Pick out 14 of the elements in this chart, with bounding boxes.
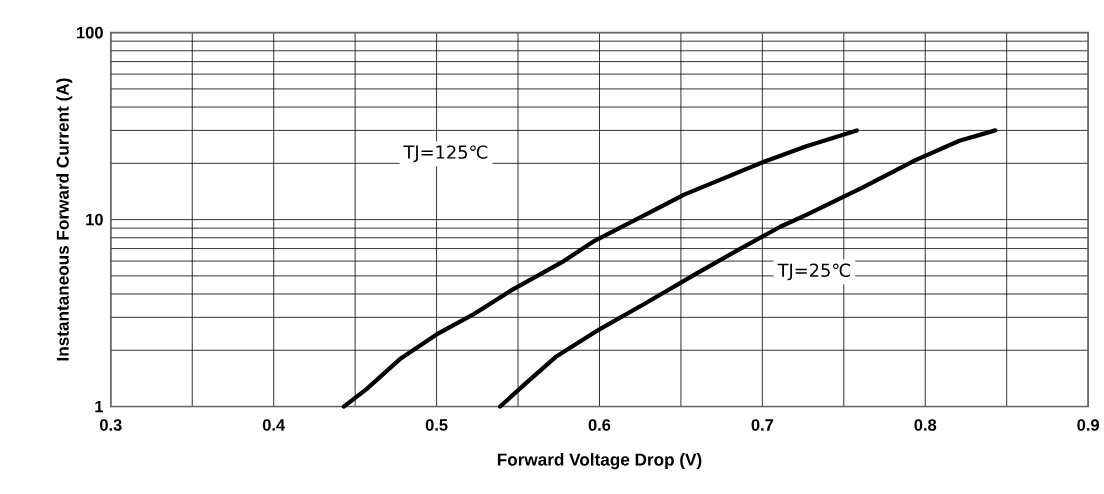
x-tick-label: 0.6 (588, 419, 611, 431)
y-tick-label: 100 (77, 27, 103, 39)
x-tick-label: 0.9 (1077, 419, 1099, 431)
annotation: TJ=25℃ (777, 263, 851, 281)
x-tick-label: 0.7 (751, 419, 774, 431)
y-tick-label: 1 (95, 401, 104, 413)
y-tick-label: 10 (86, 213, 103, 226)
y-axis-title: Instantaneous Forward Current (A) (56, 78, 73, 361)
x-axis-title: Forward Voltage Drop (V) (497, 453, 702, 470)
x-tick-label: 0.3 (100, 419, 122, 432)
x-tick-label: 0.5 (425, 419, 448, 431)
x-tick-label: 0.4 (262, 419, 286, 431)
x-tick-label: 0.8 (914, 419, 937, 431)
annotation: TJ=125℃ (403, 145, 488, 163)
